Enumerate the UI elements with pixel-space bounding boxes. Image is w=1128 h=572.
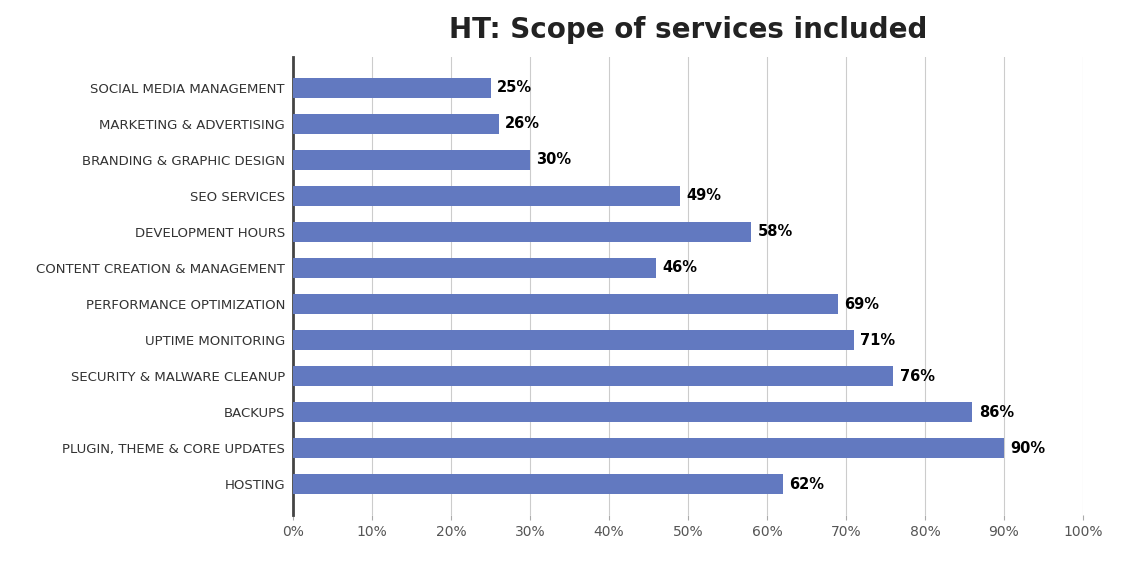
Text: 30%: 30%: [537, 153, 572, 168]
Text: 76%: 76%: [900, 368, 935, 384]
Text: 69%: 69%: [845, 296, 880, 312]
Bar: [293, 186, 680, 206]
Bar: [293, 294, 838, 314]
Text: 58%: 58%: [758, 224, 793, 240]
Text: 86%: 86%: [979, 404, 1014, 419]
Bar: [293, 114, 499, 134]
Bar: [293, 438, 1004, 458]
Text: 46%: 46%: [663, 260, 698, 276]
Bar: [293, 150, 530, 170]
Text: 90%: 90%: [1011, 440, 1046, 455]
Bar: [293, 366, 893, 386]
Text: 62%: 62%: [790, 476, 825, 491]
Bar: [293, 258, 656, 278]
Bar: [293, 330, 854, 350]
Bar: [293, 474, 783, 494]
Text: 25%: 25%: [497, 81, 532, 96]
Text: 26%: 26%: [505, 117, 540, 132]
Text: 71%: 71%: [861, 332, 896, 348]
Bar: [293, 78, 491, 98]
Bar: [293, 402, 972, 422]
Bar: [293, 222, 751, 242]
Title: HT: Scope of services included: HT: Scope of services included: [449, 16, 927, 43]
Text: 49%: 49%: [687, 188, 722, 204]
